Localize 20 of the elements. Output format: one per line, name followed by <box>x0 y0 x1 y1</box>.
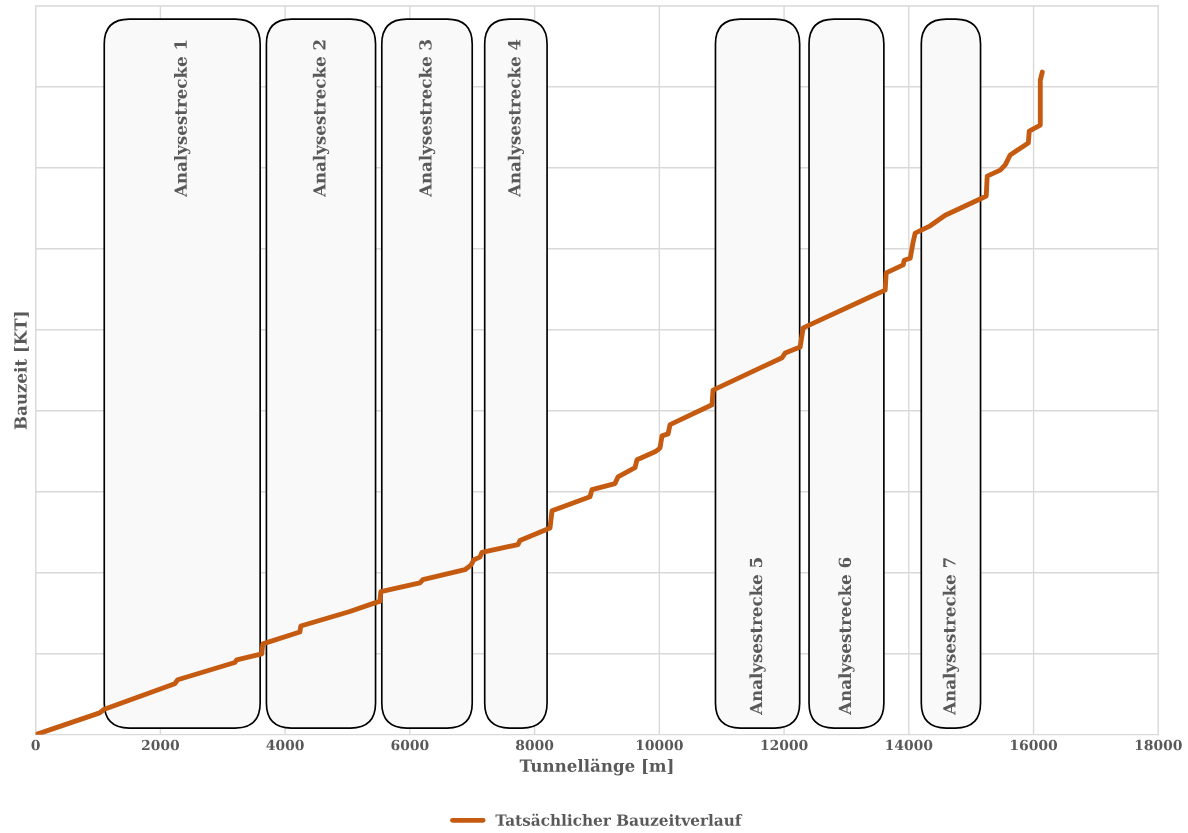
x-tick-label: 0 <box>31 739 40 751</box>
x-tick-label: 6000 <box>391 739 429 751</box>
band-label: Analysestrecke 3 <box>418 40 436 198</box>
band-label: Analysestrecke 2 <box>312 40 330 198</box>
band-label: Analysestrecke 7 <box>942 558 960 715</box>
legend-label: Tatsächlicher Bauzeitverlauf <box>495 813 743 826</box>
band-label: Analysestrecke 5 <box>749 558 766 715</box>
x-tick-label: 8000 <box>515 739 554 751</box>
band-label: Analysestrecke 1 <box>174 40 191 198</box>
x-tick-label: 10000 <box>636 739 683 751</box>
band-label: Analysestrecke 4 <box>507 39 525 198</box>
x-tick-label: 12000 <box>761 739 808 751</box>
x-tick-label: 2000 <box>141 739 180 751</box>
x-tick-label: 18000 <box>1135 739 1182 751</box>
band-label: Analysestrecke 6 <box>838 557 855 715</box>
y-axis-title: Bauzeit [KT] <box>13 312 29 430</box>
x-tick-label: 4000 <box>266 739 304 751</box>
x-tick-label: 14000 <box>886 739 933 751</box>
x-axis-title: Tunnellänge [m] <box>519 758 673 776</box>
x-tick-label: 16000 <box>1011 739 1058 751</box>
